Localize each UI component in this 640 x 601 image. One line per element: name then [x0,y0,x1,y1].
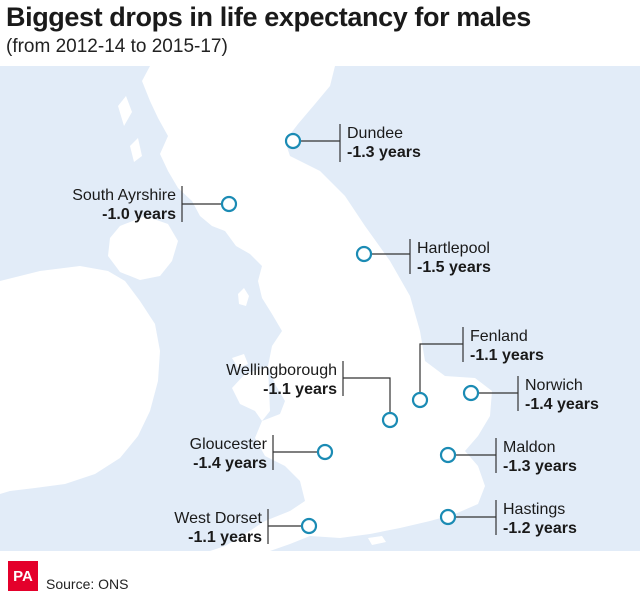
label-west-dorset: West Dorset -1.1 years [120,509,262,547]
marker-gloucester [316,443,334,461]
leader-fenland [419,343,463,393]
place-value: -1.5 years [417,259,491,276]
place-name: West Dorset [174,510,262,527]
south-west-peninsula [210,511,290,551]
wales-landmass [232,366,270,421]
map-land [0,66,519,551]
marker-maldon [439,446,457,464]
place-value: -1.1 years [188,529,262,546]
label-hastings: Hastings -1.2 years [503,500,577,538]
place-name: Hartlepool [417,240,490,257]
marker-wellingborough [381,411,399,429]
footer: PA Source: ONS [0,551,640,601]
place-value: -1.2 years [503,520,577,537]
marker-hastings [439,508,457,526]
place-name: Norwich [525,377,583,394]
place-name: Dundee [347,125,404,142]
label-norwich: Norwich -1.4 years [525,376,599,414]
label-fenland: Fenland -1.1 years [470,327,544,365]
marker-dundee [284,132,302,150]
place-name: Fenland [470,328,528,345]
label-dundee: Dundee -1.3 years [347,124,421,162]
northern-ireland-landmass [108,216,178,280]
label-south-ayrshire: South Ayrshire -1.0 years [40,186,176,224]
pa-logo: PA [8,561,38,591]
label-gloucester: Gloucester -1.4 years [130,435,267,473]
place-name: Gloucester [189,436,267,453]
map-area: Dundee -1.3 years South Ayrshire -1.0 ye… [0,66,640,551]
place-value: -1.0 years [102,206,176,223]
place-value: -1.4 years [525,396,599,413]
leader-wellingborough [343,377,391,413]
isle-of-man [238,288,249,306]
source-note: Source: ONS [46,576,129,592]
marker-south-ayrshire [220,195,238,213]
place-value: -1.1 years [470,347,544,364]
place-value: -1.1 years [263,381,337,398]
page-title: Biggest drops in life expectancy for mal… [6,2,531,32]
ireland-landmass [0,266,160,494]
place-name: Hastings [503,501,566,518]
marker-fenland [411,391,429,409]
hebrides-islands [118,96,142,162]
location-markers [220,132,480,535]
great-britain-landmass [142,66,492,551]
page-subtitle: (from 2012-14 to 2015-17) [6,36,228,57]
place-value: -1.3 years [347,144,421,161]
label-maldon: Maldon -1.3 years [503,438,577,476]
place-name: South Ayrshire [72,187,176,204]
marker-west-dorset [300,517,318,535]
label-wellingborough: Wellingborough -1.1 years [180,361,337,399]
anglesey [232,354,248,368]
label-hartlepool: Hartlepool -1.5 years [417,239,491,277]
isle-of-wight [368,536,386,545]
place-value: -1.3 years [503,458,577,475]
marker-norwich [462,384,480,402]
leader-lines [181,124,519,544]
place-value: -1.4 years [193,455,267,472]
place-name: Maldon [503,439,556,456]
marker-hartlepool [355,245,373,263]
place-name: Wellingborough [226,362,337,379]
